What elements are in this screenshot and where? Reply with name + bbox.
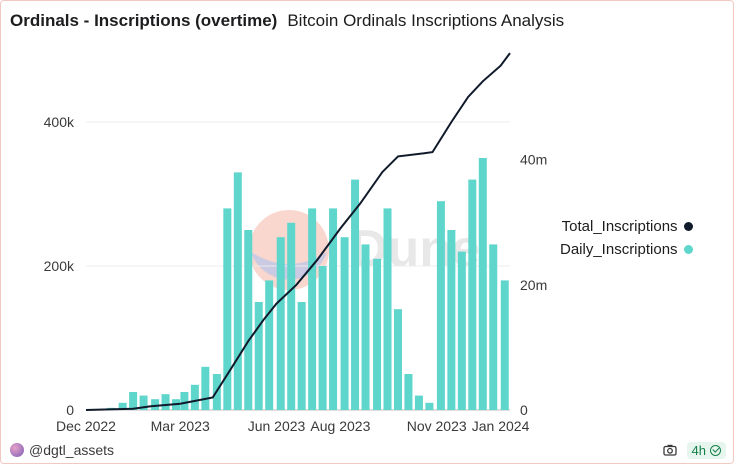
daily-bar [161,394,170,410]
camera-icon[interactable] [662,443,677,457]
x-tick-label: Jan 2024 [472,418,530,434]
daily-bar [361,244,370,410]
author-avatar [10,443,24,457]
daily-bar [404,374,413,410]
daily-bar [318,266,327,410]
daily-bar [329,208,338,410]
left-tick-label: 0 [66,402,74,418]
daily-bar [118,402,127,410]
daily-bar [151,399,160,410]
x-axis-ticks: Dec 2022 Mar 2023 Jun 2023 Aug 2023 Nov 2023… [56,418,530,434]
daily-bar [457,251,466,410]
daily-bar [436,201,445,410]
footer-tools: 4h [662,441,726,459]
daily-bar [478,158,487,410]
right-tick-label: 40m [520,152,547,168]
daily-bar [393,309,402,410]
daily-bar [265,280,274,410]
right-tick-label: 0 [520,402,528,418]
daily-bar [500,280,509,410]
author-link[interactable]: @dgtl_assets [10,442,114,458]
daily-bar [489,244,498,410]
chart-legend: Total_Inscriptions Daily_Inscriptions [560,215,693,261]
legend-entry-total[interactable]: Total_Inscriptions [560,215,693,238]
daily-bar [139,395,148,410]
legend-label-daily: Daily_Inscriptions [560,241,678,258]
daily-bar [383,208,392,410]
daily-bar [447,230,456,410]
right-tick-label: 20m [520,277,547,293]
daily-bar [297,302,306,410]
left-tick-label: 400k [44,114,75,130]
legend-label-total: Total_Inscriptions [561,218,678,235]
daily-bar [223,208,232,410]
chart-subtitle: Bitcoin Ordinals Inscriptions Analysis [287,11,565,30]
chart-footer: @dgtl_assets 4h [10,440,726,460]
legend-dot-daily [683,245,693,254]
x-tick-label: Nov 2023 [407,418,467,434]
daily-bar [190,384,199,410]
x-tick-label: Mar 2023 [151,418,210,434]
left-tick-label: 200k [44,258,75,274]
legend-entry-daily[interactable]: Daily_Inscriptions [560,238,693,261]
daily-bar [201,366,210,410]
check-icon [710,444,721,456]
x-tick-label: Dec 2022 [56,418,116,434]
chart-header: Ordinals - Inscriptions (overtime) Bitco… [10,11,564,33]
daily-bar [276,237,285,410]
author-name: @dgtl_assets [29,442,115,458]
legend-dot-total [683,222,693,231]
daily-bar [244,230,253,410]
daily-bar [468,179,477,410]
left-axis-ticks: 0 200k 400k [44,114,75,418]
daily-bar [308,208,317,410]
daily-bar [373,258,382,410]
daily-bar [340,237,349,410]
refresh-interval: 4h [691,442,706,458]
x-tick-label: Aug 2023 [310,418,370,434]
daily-bar [129,392,138,410]
daily-bar [425,402,434,410]
x-tick-label: Jun 2023 [248,418,306,434]
refresh-badge[interactable]: 4h [686,441,726,459]
daily-bar [180,392,189,410]
total-inscriptions-line [85,52,511,411]
daily-bar [287,222,296,410]
daily-bar [254,302,263,410]
right-axis-ticks: 0 20m 40m [520,152,547,418]
daily-bar [414,395,423,410]
daily-bar [351,179,360,410]
daily-bar [233,172,242,410]
chart-title[interactable]: Ordinals - Inscriptions (overtime) [10,11,278,30]
